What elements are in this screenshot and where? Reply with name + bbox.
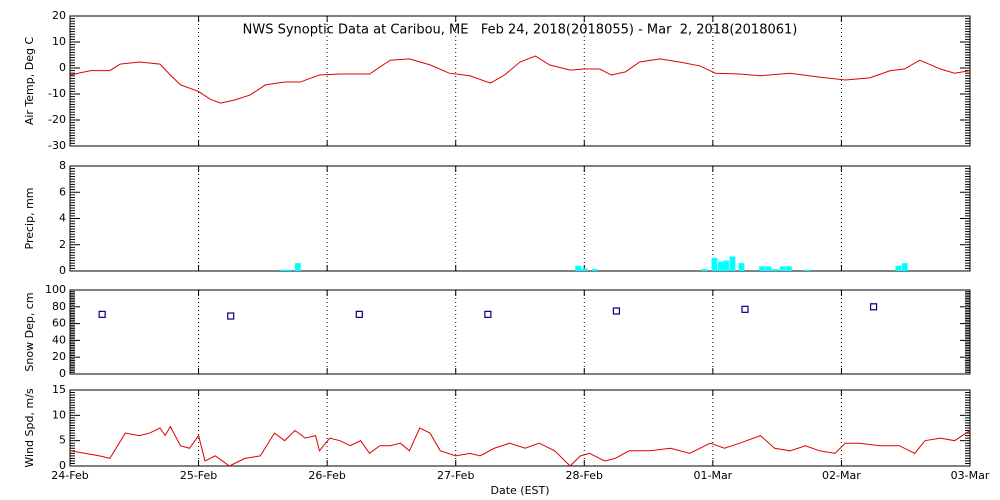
point — [355, 310, 363, 318]
bar — [581, 268, 588, 271]
y-tick-label: 2 — [59, 238, 66, 251]
y-tick-label: 6 — [59, 185, 66, 198]
y-tick-label: 10 — [52, 35, 66, 48]
x-tick-label: 25-Feb — [180, 469, 217, 482]
y-tick-label: 5 — [59, 434, 66, 447]
bar — [711, 257, 718, 271]
data-line — [69, 55, 971, 104]
y-axis-label: Wind Spd, m/s — [23, 388, 36, 468]
point — [869, 303, 878, 311]
plot-frame — [69, 15, 971, 147]
point — [98, 310, 106, 318]
plot-frame — [69, 289, 971, 375]
x-axis-label: Date (EST) — [490, 484, 549, 497]
y-tick-label: 8 — [59, 159, 66, 172]
bar — [295, 263, 301, 271]
point — [484, 310, 492, 318]
bar — [765, 266, 772, 271]
y-tick-label: 40 — [52, 333, 66, 346]
bar — [779, 266, 786, 271]
x-tick-label: 28-Feb — [566, 469, 603, 482]
bar — [786, 266, 792, 271]
bar — [729, 256, 736, 271]
x-tick-label: 03-Mar — [951, 469, 990, 482]
y-tick-label: 4 — [59, 212, 66, 225]
y-tick-label: 0 — [59, 367, 66, 380]
data-line — [69, 425, 971, 467]
y-tick-label: 10 — [52, 408, 66, 421]
y-tick-label: 20 — [52, 350, 66, 363]
bar — [279, 269, 286, 271]
bar — [738, 263, 745, 271]
chart-title: NWS Synoptic Data at Caribou, ME Feb 24,… — [243, 23, 798, 38]
plot-frame — [69, 389, 971, 467]
y-tick-label: 0 — [59, 459, 66, 472]
y-tick-label: 20 — [52, 9, 66, 22]
bar — [592, 269, 598, 271]
y-tick-label: 0 — [59, 61, 66, 74]
y-axis-label: Air Temp, Deg C — [23, 37, 36, 126]
y-tick-label: -10 — [48, 87, 66, 100]
bar — [895, 265, 902, 271]
bar — [701, 269, 708, 271]
point — [612, 307, 621, 315]
x-tick-label: 01-Mar — [693, 469, 732, 482]
bar — [575, 265, 582, 271]
y-tick-label: 100 — [45, 283, 66, 296]
y-tick-label: 15 — [52, 383, 66, 396]
bar — [286, 269, 292, 271]
point — [227, 312, 235, 320]
y-axis-label: Snow Dep, cm — [23, 292, 36, 371]
bar — [772, 269, 778, 271]
bar — [901, 263, 908, 271]
bar — [718, 261, 724, 271]
y-tick-label: 60 — [52, 317, 66, 330]
x-tick-label: 26-Feb — [308, 469, 345, 482]
y-tick-label: 80 — [52, 300, 66, 313]
x-tick-label: 02-Mar — [822, 469, 861, 482]
y-axis-label: Precip, mm — [23, 188, 36, 250]
y-tick-label: -20 — [48, 113, 66, 126]
bar — [804, 269, 810, 271]
x-tick-label: 24-Feb — [51, 469, 88, 482]
plot-frame — [69, 165, 971, 272]
bar — [723, 260, 729, 271]
y-tick-label: -30 — [48, 139, 66, 152]
y-tick-label: 0 — [59, 264, 66, 277]
bar — [759, 266, 765, 271]
point — [741, 305, 749, 313]
x-tick-label: 27-Feb — [437, 469, 474, 482]
